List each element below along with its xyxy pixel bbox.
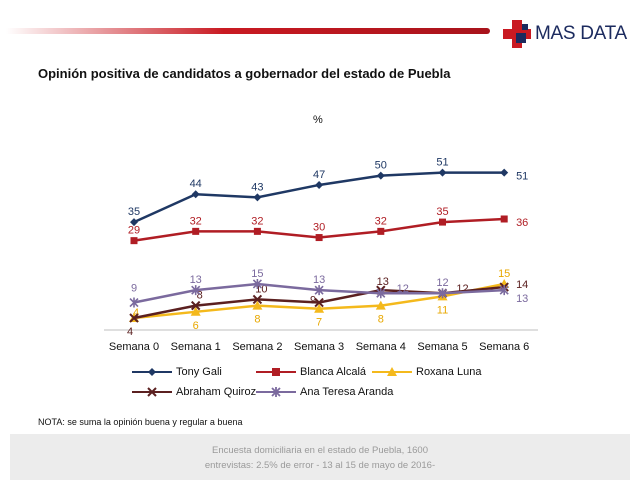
- logo-cross-icon: [503, 20, 531, 48]
- data-point: [377, 227, 385, 235]
- data-point: [500, 215, 508, 223]
- footer-line-2: entrevistas: 2.5% de error - 13 al 15 de…: [204, 460, 436, 471]
- data-label: 51: [436, 157, 448, 169]
- data-label: 51: [516, 171, 528, 183]
- data-point: [500, 168, 509, 177]
- data-point: [253, 227, 261, 235]
- data-label: 6: [193, 320, 199, 332]
- chart-title: Opinión positiva de candidatos a goberna…: [38, 66, 451, 81]
- data-point: [252, 300, 263, 310]
- data-label: 50: [375, 160, 387, 172]
- data-label: 9: [310, 295, 316, 307]
- data-point: [437, 288, 448, 299]
- data-point: [314, 297, 324, 308]
- data-point: [314, 303, 325, 313]
- data-label: 32: [375, 215, 387, 227]
- data-point: [438, 168, 447, 177]
- x-tick-label: Semana 5: [417, 341, 467, 353]
- data-point: [253, 193, 262, 202]
- data-label: 35: [436, 206, 448, 218]
- x-tick-label: Semana 6: [479, 341, 529, 353]
- data-label: 11: [437, 304, 448, 316]
- data-point: [190, 300, 201, 311]
- data-label: 30: [313, 222, 325, 234]
- data-point: [375, 300, 386, 310]
- legend-item-blanca-alcala: Blanca Alcalá: [256, 366, 366, 378]
- chart-note: NOTA: se suma la opinión buena y regular…: [38, 417, 243, 427]
- header-bar: [6, 28, 490, 34]
- data-point: [314, 285, 324, 296]
- data-label: 13: [377, 276, 389, 288]
- data-label: 12: [436, 277, 448, 289]
- data-label: 44: [190, 178, 202, 190]
- legend-label: Ana Teresa Aranda: [300, 386, 394, 398]
- x-tick-label: Semana 1: [171, 341, 221, 353]
- data-label: 43: [251, 181, 263, 193]
- data-label: 12: [397, 283, 409, 295]
- data-label: 13: [313, 274, 325, 286]
- data-label: 9: [131, 283, 137, 295]
- line-chart: 35 44 43 47 50 51 51 29 32 32 30 32 35 36 4 6 8 7 8 11 15 4 8 1…: [104, 157, 538, 353]
- data-point: [499, 285, 509, 296]
- data-label: 15: [251, 268, 263, 280]
- legend-label: Abraham Quiroz: [176, 386, 257, 398]
- data-label: 8: [378, 314, 384, 326]
- logo-text: MAS DATA: [535, 23, 627, 44]
- x-tick-label: Semana 4: [356, 341, 406, 353]
- data-point: [439, 218, 446, 226]
- data-label: 32: [251, 215, 263, 227]
- data-label: 15: [498, 268, 510, 280]
- x-tick-label: Semana 0: [109, 341, 159, 353]
- data-point: [130, 237, 138, 245]
- legend-label: Roxana Luna: [416, 366, 482, 378]
- data-label: 35: [128, 206, 140, 218]
- data-label: 8: [197, 290, 203, 302]
- x-tick-label: Semana 2: [232, 341, 282, 353]
- logo: MAS DATA: [503, 20, 627, 48]
- legend-item-tony-gali: Tony Gali: [132, 366, 222, 378]
- chart-unit: %: [313, 114, 323, 126]
- data-point: [192, 227, 200, 235]
- data-point: [130, 218, 138, 227]
- data-label: 14: [516, 279, 528, 291]
- data-point: [315, 180, 324, 189]
- data-point: [129, 297, 139, 308]
- data-point: [252, 294, 263, 305]
- data-point: [191, 190, 200, 199]
- data-label: 10: [255, 283, 267, 295]
- data-label: 13: [516, 293, 528, 305]
- legend-label: Tony Gali: [176, 366, 222, 378]
- legend-item-roxana-luna: Roxana Luna: [372, 366, 481, 378]
- data-label: 7: [316, 317, 322, 329]
- data-point: [252, 278, 262, 289]
- legend-label: Blanca Alcalá: [300, 366, 367, 378]
- data-label: 8: [254, 314, 260, 326]
- data-point: [376, 288, 386, 299]
- data-label: 4: [133, 307, 139, 319]
- legend-item-abraham-quiroz: Abraham Quiroz: [132, 386, 256, 398]
- data-point: [376, 171, 385, 180]
- data-point: [190, 306, 201, 316]
- data-point: [315, 234, 323, 242]
- footer: Encuesta domiciliaria en el estado de Pu…: [10, 434, 630, 480]
- data-label: 32: [190, 215, 202, 227]
- data-label: 36: [516, 217, 528, 229]
- data-label: 4: [127, 326, 133, 338]
- x-tick-label: Semana 3: [294, 341, 344, 353]
- footer-line-1: Encuesta domiciliaria en el estado de Pu…: [211, 445, 428, 456]
- data-point: [129, 313, 139, 323]
- data-point: [191, 285, 201, 296]
- data-label: 47: [313, 169, 325, 181]
- data-label: 13: [190, 274, 202, 286]
- legend-item-ana-teresa-aranda: Ana Teresa Aranda: [256, 386, 393, 398]
- data-label: 29: [128, 225, 140, 237]
